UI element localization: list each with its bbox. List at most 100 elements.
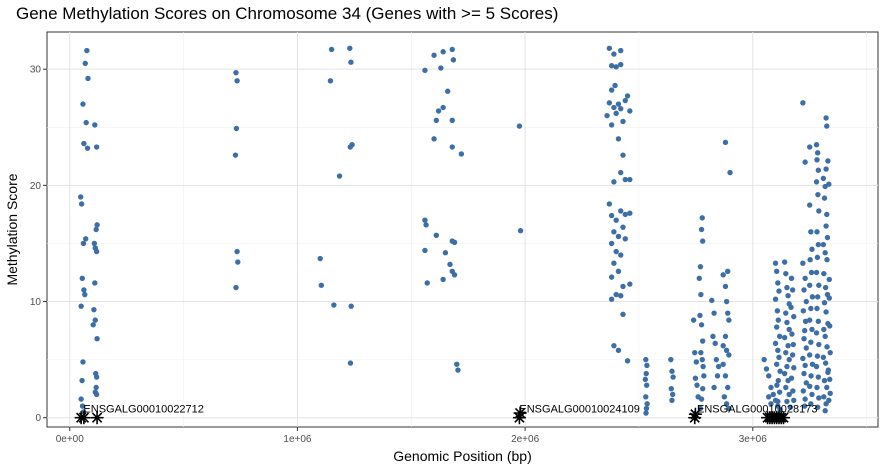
data-point [618, 208, 624, 214]
data-point [813, 179, 820, 185]
data-point [824, 211, 830, 218]
data-point [604, 112, 610, 119]
data-point [784, 363, 790, 370]
data-point [791, 365, 797, 371]
data-point [698, 349, 704, 356]
data-point [710, 333, 716, 340]
data-point [692, 375, 699, 381]
data-point [643, 405, 650, 412]
data-point [611, 229, 617, 235]
data-point [800, 100, 806, 106]
data-point [814, 254, 821, 261]
x-tick-label: 0e+00 [56, 434, 85, 445]
data-point [825, 367, 832, 373]
data-point [690, 317, 697, 323]
data-point [821, 326, 827, 333]
y-axis-label: Methylation Score [4, 173, 20, 285]
data-point [78, 396, 84, 402]
data-point [803, 345, 809, 351]
data-point [455, 367, 461, 373]
data-point [715, 363, 722, 370]
data-point [613, 248, 619, 255]
data-point [789, 352, 796, 358]
data-point [777, 368, 783, 374]
data-point [442, 250, 449, 256]
data-point [772, 260, 779, 266]
data-point [813, 269, 820, 276]
data-point [643, 394, 649, 400]
data-point [235, 259, 241, 265]
data-point [317, 255, 323, 262]
star-marker [688, 407, 702, 421]
data-point [726, 352, 732, 358]
data-point [517, 227, 524, 234]
data-point [643, 370, 649, 377]
data-point [808, 401, 814, 407]
data-point [80, 101, 86, 107]
data-point [823, 309, 829, 315]
data-point [720, 342, 726, 349]
data-point [775, 398, 781, 405]
star-stroke [514, 407, 526, 419]
data-point [783, 310, 789, 316]
data-point [825, 158, 831, 164]
data-point [336, 173, 343, 179]
data-point [808, 339, 814, 345]
data-point [789, 287, 796, 293]
data-point [233, 125, 240, 132]
data-point [806, 282, 813, 288]
data-point [423, 222, 429, 228]
data-point [348, 303, 354, 309]
data-point [821, 299, 828, 306]
data-point [781, 370, 788, 377]
data-point [618, 47, 624, 54]
data-point [814, 229, 820, 235]
data-point [808, 269, 815, 276]
data-point [699, 356, 705, 363]
data-point [79, 403, 86, 409]
data-point [809, 294, 816, 300]
data-point [773, 268, 780, 275]
data-point [668, 385, 674, 392]
data-point [826, 276, 832, 283]
data-point [788, 275, 795, 281]
data-point [698, 226, 705, 233]
data-point [627, 108, 633, 114]
data-point [613, 217, 619, 223]
data-point [781, 259, 788, 265]
data-point [90, 322, 96, 328]
chart-title: Gene Methylation Scores on Chromosome 34… [16, 4, 559, 23]
data-point [620, 152, 626, 158]
data-point [773, 324, 780, 330]
data-point [814, 353, 821, 359]
data-point [608, 296, 615, 302]
data-point [608, 240, 615, 247]
data-point [722, 373, 729, 379]
data-point [823, 223, 829, 229]
data-point [824, 234, 831, 241]
data-point [802, 362, 808, 369]
data-point [643, 356, 649, 363]
data-point [788, 375, 795, 381]
data-point [776, 288, 782, 294]
data-point [618, 105, 624, 112]
data-point [726, 405, 732, 412]
data-point [770, 391, 776, 398]
data-point [776, 389, 783, 395]
data-point [93, 248, 100, 255]
data-point [611, 342, 617, 349]
data-point [781, 334, 788, 341]
data-point [775, 347, 781, 354]
data-point [699, 338, 706, 344]
data-point [783, 349, 789, 356]
data-point [435, 108, 442, 114]
data-point [347, 45, 353, 51]
data-point [790, 341, 797, 348]
star-marker [513, 406, 527, 420]
star-markers [74, 406, 791, 425]
data-point [786, 356, 792, 363]
data-point [773, 361, 780, 367]
data-point [615, 347, 622, 354]
data-point [826, 181, 832, 187]
data-point [516, 123, 523, 129]
